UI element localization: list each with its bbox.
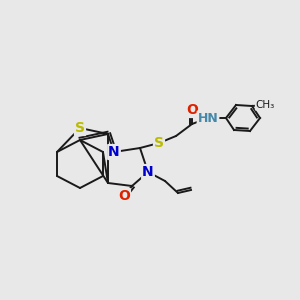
Text: N: N	[108, 145, 120, 159]
Text: N: N	[142, 165, 154, 179]
Text: S: S	[154, 136, 164, 150]
Text: CH₃: CH₃	[255, 100, 274, 110]
Text: O: O	[186, 103, 198, 117]
Text: O: O	[118, 189, 130, 203]
Text: S: S	[75, 121, 85, 135]
Text: HN: HN	[198, 112, 218, 124]
